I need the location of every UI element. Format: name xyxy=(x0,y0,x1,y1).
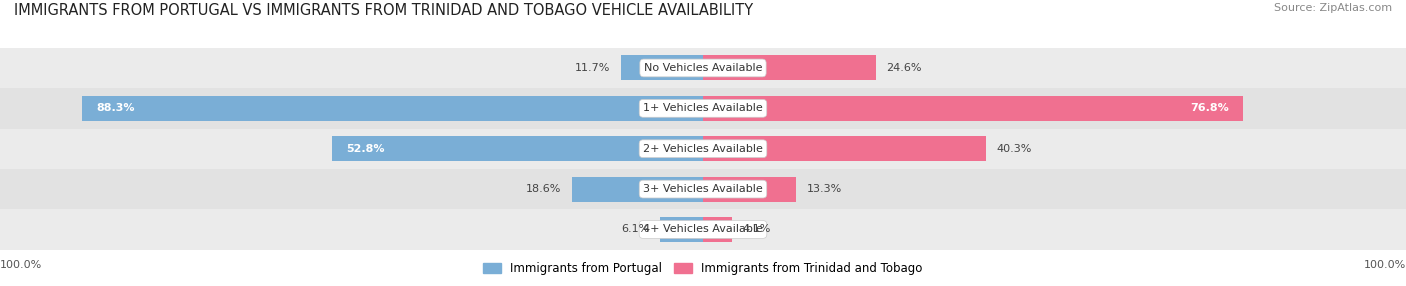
Bar xyxy=(0,48,1406,88)
Bar xyxy=(703,136,987,161)
Text: 4.1%: 4.1% xyxy=(742,225,770,235)
Text: 100.0%: 100.0% xyxy=(1364,260,1406,270)
Bar xyxy=(621,55,703,80)
Text: 11.7%: 11.7% xyxy=(575,63,610,73)
Text: 100.0%: 100.0% xyxy=(0,260,42,270)
Text: 13.3%: 13.3% xyxy=(807,184,842,194)
Bar xyxy=(0,128,1406,169)
Bar xyxy=(572,176,703,202)
Text: 88.3%: 88.3% xyxy=(97,103,135,113)
Bar xyxy=(703,176,796,202)
Text: 40.3%: 40.3% xyxy=(997,144,1032,154)
Text: 6.1%: 6.1% xyxy=(621,225,650,235)
Bar xyxy=(82,96,703,121)
Text: 18.6%: 18.6% xyxy=(526,184,562,194)
Bar xyxy=(0,88,1406,128)
Text: 3+ Vehicles Available: 3+ Vehicles Available xyxy=(643,184,763,194)
Bar xyxy=(0,169,1406,209)
Text: 1+ Vehicles Available: 1+ Vehicles Available xyxy=(643,103,763,113)
Bar xyxy=(332,136,703,161)
Text: 24.6%: 24.6% xyxy=(886,63,922,73)
Text: 52.8%: 52.8% xyxy=(346,144,384,154)
Bar xyxy=(661,217,703,242)
Bar xyxy=(0,209,1406,250)
Text: IMMIGRANTS FROM PORTUGAL VS IMMIGRANTS FROM TRINIDAD AND TOBAGO VEHICLE AVAILABI: IMMIGRANTS FROM PORTUGAL VS IMMIGRANTS F… xyxy=(14,3,754,18)
Bar xyxy=(703,55,876,80)
Text: No Vehicles Available: No Vehicles Available xyxy=(644,63,762,73)
Bar xyxy=(703,96,1243,121)
Text: 76.8%: 76.8% xyxy=(1189,103,1229,113)
Text: Source: ZipAtlas.com: Source: ZipAtlas.com xyxy=(1274,3,1392,13)
Text: 2+ Vehicles Available: 2+ Vehicles Available xyxy=(643,144,763,154)
Bar xyxy=(703,217,731,242)
Legend: Immigrants from Portugal, Immigrants from Trinidad and Tobago: Immigrants from Portugal, Immigrants fro… xyxy=(478,258,928,280)
Text: 4+ Vehicles Available: 4+ Vehicles Available xyxy=(643,225,763,235)
